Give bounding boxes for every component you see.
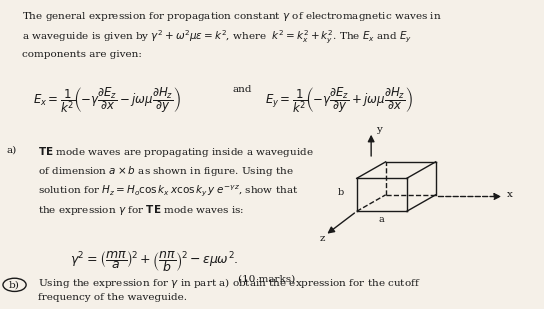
Text: x: x [506,189,512,198]
Text: Using the expression for $\gamma$ in part a) obtain the expression for the cutof: Using the expression for $\gamma$ in par… [38,276,421,302]
Text: $\gamma^2 = \left(\dfrac{m\pi}{a}\right)^{\!2} + \left(\dfrac{n\pi}{b}\right)^{\: $\gamma^2 = \left(\dfrac{m\pi}{a}\right)… [70,249,238,274]
Text: and: and [233,85,252,94]
Text: a): a) [7,145,17,154]
Text: $E_x = \dfrac{1}{k^2}\!\left(-\gamma\dfrac{\partial E_z}{\partial x} - j\omega\m: $E_x = \dfrac{1}{k^2}\!\left(-\gamma\dfr… [33,85,181,115]
Text: $E_y = \dfrac{1}{k^2}\!\left(-\gamma\dfrac{\partial E_z}{\partial y} + j\omega\m: $E_y = \dfrac{1}{k^2}\!\left(-\gamma\dfr… [264,85,412,115]
Text: b): b) [9,280,20,289]
Text: b: b [337,188,343,197]
Text: z: z [320,234,325,243]
Text: y: y [376,125,382,134]
Text: a: a [379,215,385,224]
Text: The general expression for propagation constant $\gamma$ of electromagnetic wave: The general expression for propagation c… [22,11,442,59]
Text: (10 marks): (10 marks) [238,274,295,283]
Text: $\mathbf{TE}$ mode waves are propagating inside a waveguide
of dimension $a \tim: $\mathbf{TE}$ mode waves are propagating… [38,145,314,217]
